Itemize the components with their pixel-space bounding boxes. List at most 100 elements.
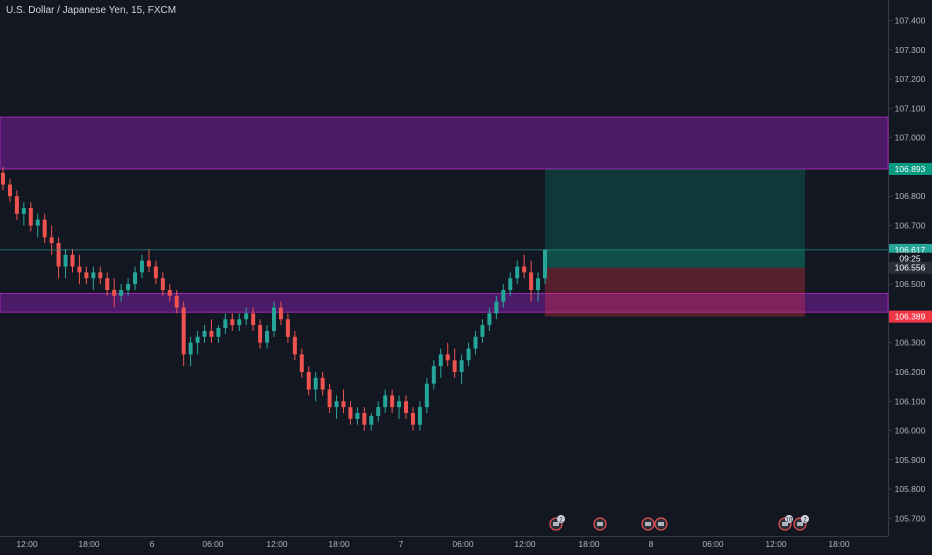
price-tick-label: 105.800 xyxy=(895,484,926,494)
price-label-text: 09:25 xyxy=(899,254,921,264)
price-label-text: 106.893 xyxy=(895,164,926,174)
candle-body xyxy=(56,243,61,267)
price-tick-label: 106.100 xyxy=(895,396,926,406)
flag-icon xyxy=(658,522,664,526)
candle-body xyxy=(320,377,325,390)
price-label-text: 106.389 xyxy=(895,312,926,322)
price-tick-label: 107.300 xyxy=(895,45,926,55)
candle-body xyxy=(299,354,304,372)
candle-body xyxy=(278,307,283,320)
candle-body xyxy=(237,319,242,326)
event-count-text: 10 xyxy=(786,518,793,524)
stop-zone[interactable] xyxy=(545,267,805,317)
candle-body xyxy=(410,412,415,425)
candle-body xyxy=(334,401,339,408)
candle-body xyxy=(153,266,158,279)
time-tick-label: 12:00 xyxy=(266,539,288,549)
event-count-text: 2 xyxy=(803,518,807,524)
candle-body xyxy=(397,401,402,408)
price-label-text: 106.617 xyxy=(895,245,926,255)
candle-body xyxy=(292,336,297,355)
candle-body xyxy=(174,295,179,308)
candle-body xyxy=(14,196,19,214)
price-tick-label: 106.200 xyxy=(895,367,926,377)
price-tick-label: 106.300 xyxy=(895,338,926,348)
candle-body xyxy=(494,301,499,314)
candle-body xyxy=(195,336,200,343)
candle-body xyxy=(543,249,547,279)
time-tick-label: 18:00 xyxy=(78,539,100,549)
candle-body xyxy=(376,407,381,416)
candle-body xyxy=(98,272,103,279)
candle-body xyxy=(63,254,68,267)
candle-body xyxy=(522,266,527,273)
candle-body xyxy=(508,278,513,290)
time-tick-label: 12:00 xyxy=(765,539,787,549)
event-count-badge xyxy=(785,515,793,523)
candle-body xyxy=(202,330,207,337)
target-zone-entry xyxy=(545,249,805,268)
candle-body xyxy=(223,319,228,329)
candle-body xyxy=(452,360,457,372)
event-count-badge xyxy=(801,515,809,523)
candle-body xyxy=(251,313,256,326)
time-tick-label: 06:00 xyxy=(702,539,724,549)
candle-body xyxy=(355,412,360,419)
time-tick-label: 12:00 xyxy=(16,539,38,549)
price-tick-label: 107.400 xyxy=(895,16,926,26)
candle-body xyxy=(480,325,485,337)
time-tick-label: 6 xyxy=(150,539,155,549)
event-count-badge xyxy=(557,515,565,523)
price-tick-label: 106.800 xyxy=(895,191,926,201)
price-label-countdown xyxy=(889,252,932,265)
candle-body xyxy=(369,415,374,425)
candle-body xyxy=(160,278,165,290)
supply-demand-zone[interactable] xyxy=(0,292,889,313)
price-label-entry xyxy=(889,261,932,274)
candle-body xyxy=(21,207,26,214)
candle-body xyxy=(417,407,422,425)
price-label-text: 106.556 xyxy=(895,263,926,273)
candle-body xyxy=(1,172,5,185)
candle-body xyxy=(487,313,492,326)
price-tick-label: 107.000 xyxy=(895,133,926,143)
flag-icon xyxy=(797,522,803,526)
price-label-stop xyxy=(889,310,932,323)
flag-icon xyxy=(645,522,651,526)
candle-body xyxy=(459,360,464,372)
time-tick-label: 18:00 xyxy=(828,539,850,549)
candle-body xyxy=(216,328,221,337)
target-zone[interactable] xyxy=(545,169,805,268)
price-tick-label: 105.700 xyxy=(895,513,926,523)
candle-body xyxy=(306,371,311,390)
candle-body xyxy=(473,336,478,349)
candle-body xyxy=(119,289,124,296)
price-tick-label: 106.000 xyxy=(895,426,926,436)
candle-body xyxy=(49,237,54,244)
candle-body xyxy=(133,272,138,285)
candle-body xyxy=(362,412,367,425)
candle-body xyxy=(383,395,388,408)
candle-body xyxy=(209,330,214,337)
price-tick-label: 105.900 xyxy=(895,455,926,465)
time-tick-label: 06:00 xyxy=(452,539,474,549)
candle-body xyxy=(313,377,318,390)
candle-body xyxy=(181,307,186,355)
candle-body xyxy=(466,348,471,361)
price-tick-label: 107.100 xyxy=(895,103,926,113)
candle-body xyxy=(35,219,40,226)
candle-body xyxy=(445,354,450,361)
candle-body xyxy=(77,266,82,273)
time-tick-label: 7 xyxy=(399,539,404,549)
supply-demand-zone[interactable] xyxy=(0,116,889,170)
candle-body xyxy=(139,260,144,273)
candle-body xyxy=(112,289,117,296)
event-count-text: 2 xyxy=(559,518,563,524)
flag-icon xyxy=(782,522,788,526)
candle-body xyxy=(438,354,443,367)
time-tick-label: 18:00 xyxy=(328,539,350,549)
candle-body xyxy=(167,289,172,296)
candle-body xyxy=(91,272,96,279)
